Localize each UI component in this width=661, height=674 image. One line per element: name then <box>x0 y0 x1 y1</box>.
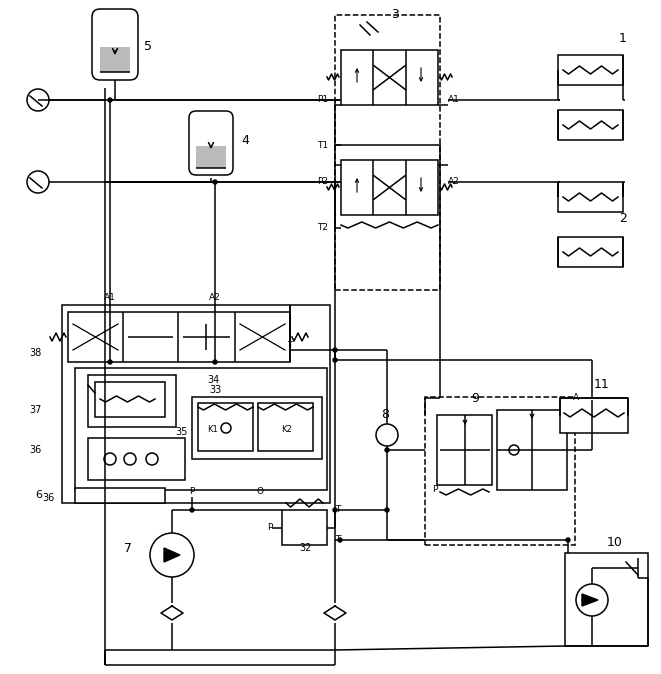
Text: A: A <box>573 394 579 402</box>
Text: 3: 3 <box>391 9 399 22</box>
Circle shape <box>108 360 112 364</box>
Bar <box>100 47 130 72</box>
Text: 34: 34 <box>207 375 219 385</box>
Bar <box>558 237 623 267</box>
Text: 37: 37 <box>30 405 42 415</box>
Text: A1: A1 <box>104 293 116 303</box>
Bar <box>558 182 623 212</box>
Bar <box>68 312 290 362</box>
Circle shape <box>108 98 112 102</box>
Circle shape <box>566 538 570 542</box>
Text: 38: 38 <box>30 348 42 358</box>
Text: 1: 1 <box>619 32 627 44</box>
Text: K1: K1 <box>207 425 217 435</box>
Circle shape <box>221 423 231 433</box>
Bar <box>258 403 313 451</box>
Text: 7: 7 <box>124 541 132 555</box>
Text: 5: 5 <box>144 40 152 53</box>
Circle shape <box>338 538 342 542</box>
Text: 8: 8 <box>381 408 389 421</box>
Text: T: T <box>334 536 340 545</box>
Circle shape <box>213 360 217 364</box>
Text: A2: A2 <box>209 293 221 303</box>
Bar <box>88 438 185 480</box>
Text: P: P <box>189 487 195 497</box>
Text: 9: 9 <box>471 392 479 404</box>
Bar <box>437 415 492 485</box>
Text: T: T <box>335 506 340 514</box>
Text: P: P <box>266 524 272 532</box>
Polygon shape <box>164 548 180 562</box>
Bar <box>95 382 165 417</box>
Text: T2: T2 <box>317 224 328 233</box>
Text: 33: 33 <box>209 385 221 395</box>
Circle shape <box>213 180 217 184</box>
Bar <box>198 403 253 451</box>
Circle shape <box>376 424 398 446</box>
Text: 6: 6 <box>35 490 42 500</box>
Bar <box>192 397 322 459</box>
Text: 2: 2 <box>619 212 627 224</box>
Circle shape <box>333 358 337 362</box>
Text: P2: P2 <box>317 177 328 187</box>
Circle shape <box>150 533 194 577</box>
Text: 35: 35 <box>176 427 188 437</box>
Circle shape <box>333 508 337 512</box>
Bar <box>282 510 327 545</box>
Bar <box>196 146 226 168</box>
Circle shape <box>576 584 608 616</box>
Bar <box>335 15 440 290</box>
Circle shape <box>385 448 389 452</box>
Text: 36: 36 <box>30 445 42 455</box>
Bar <box>558 110 623 140</box>
Text: P: P <box>432 485 438 495</box>
Text: A2: A2 <box>448 177 460 187</box>
Bar <box>565 553 648 646</box>
Bar <box>341 160 438 215</box>
Text: K2: K2 <box>281 425 292 435</box>
Text: 4: 4 <box>241 133 249 146</box>
Bar <box>558 55 623 85</box>
Bar <box>425 397 575 545</box>
Bar <box>75 488 165 503</box>
Polygon shape <box>582 594 598 606</box>
Text: 32: 32 <box>299 543 311 553</box>
Circle shape <box>27 171 49 193</box>
Circle shape <box>509 445 519 455</box>
FancyBboxPatch shape <box>189 111 233 175</box>
Circle shape <box>146 453 158 465</box>
Circle shape <box>124 453 136 465</box>
Bar <box>88 375 176 427</box>
Text: O: O <box>256 487 264 497</box>
Bar <box>62 305 330 503</box>
Circle shape <box>385 508 389 512</box>
Circle shape <box>333 348 337 352</box>
Text: 36: 36 <box>43 493 55 503</box>
Text: A1: A1 <box>448 96 460 104</box>
Bar <box>560 398 628 433</box>
Text: 11: 11 <box>594 379 610 392</box>
Text: T1: T1 <box>317 140 328 150</box>
Bar <box>75 368 327 490</box>
Bar <box>497 410 567 490</box>
Circle shape <box>104 453 116 465</box>
Text: T: T <box>288 340 293 350</box>
Text: P1: P1 <box>317 96 328 104</box>
Circle shape <box>27 89 49 111</box>
FancyBboxPatch shape <box>92 9 138 80</box>
Text: 10: 10 <box>607 537 623 549</box>
Circle shape <box>190 508 194 512</box>
Bar <box>341 50 438 105</box>
